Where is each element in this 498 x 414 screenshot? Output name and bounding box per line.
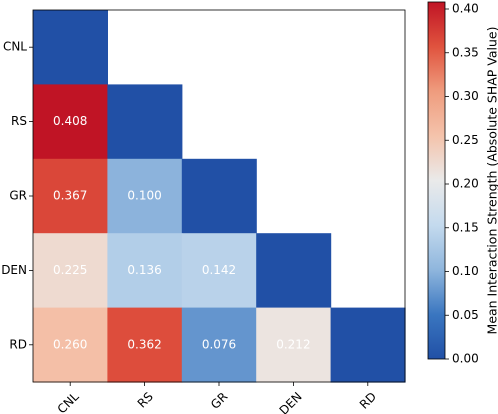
colorbar-tick-label: 0.15 bbox=[452, 220, 479, 234]
y-tick-label-gr: GR bbox=[9, 189, 27, 203]
heatmap-cell-rd-rs bbox=[107, 307, 183, 383]
cell-value-label: 0.212 bbox=[276, 337, 310, 351]
x-tick-label-den: DEN bbox=[277, 389, 305, 414]
heatmap-cells: 0.408 0.367 0.100 0.225 0.136 0.142 0.260 0.362… bbox=[33, 10, 406, 383]
colorbar-ticks: 0.00 0.05 0.10 0.15 0.20 0.25 0.30 0.35 0.40 bbox=[445, 2, 479, 366]
colorbar-tick-label: 0.20 bbox=[452, 177, 479, 191]
y-tick-label-rd: RD bbox=[9, 337, 27, 351]
heatmap-cell-rd-gr bbox=[181, 307, 257, 383]
heatmap-cell-den-den bbox=[256, 233, 332, 309]
heatmap-cell-gr-cnl bbox=[33, 158, 108, 234]
cell-value-label: 0.408 bbox=[53, 114, 87, 128]
heatmap-cell-gr-rs bbox=[107, 158, 183, 234]
y-tick-label-den: DEN bbox=[1, 263, 27, 277]
colorbar-tick-label: 0.05 bbox=[452, 308, 479, 322]
cell-value-label: 0.260 bbox=[53, 337, 87, 351]
y-axis: CNL RS GR DEN RD bbox=[1, 40, 33, 351]
cell-value-label: 0.100 bbox=[127, 189, 161, 203]
colorbar-tick-label: 0.30 bbox=[452, 89, 479, 103]
heatmap-cell-rs-rs bbox=[107, 84, 183, 160]
x-tick-label-rd: RD bbox=[357, 389, 379, 411]
heatmap-cell-den-cnl bbox=[33, 233, 108, 309]
heatmap-cell-cnl-cnl bbox=[33, 10, 108, 85]
cell-value-label: 0.367 bbox=[53, 189, 87, 203]
cell-value-label: 0.362 bbox=[127, 337, 161, 351]
x-tick-label-rs: RS bbox=[135, 389, 156, 410]
colorbar-label: Mean Interaction Strength (Absolute SHAP… bbox=[485, 27, 498, 335]
y-tick-label-cnl: CNL bbox=[3, 40, 27, 54]
heatmap-cell-rs-cnl bbox=[33, 84, 108, 160]
cell-value-label: 0.076 bbox=[202, 337, 236, 351]
colorbar-tick-label: 0.40 bbox=[452, 2, 479, 16]
colorbar-tick-label: 0.35 bbox=[452, 45, 479, 59]
x-tick-label-gr: GR bbox=[208, 389, 230, 411]
heatmap-cell-rd-rd bbox=[330, 307, 406, 383]
heatmap-cell-gr-gr bbox=[181, 158, 257, 234]
colorbar-gradient bbox=[427, 1, 446, 360]
heatmap-cell-rd-den bbox=[256, 307, 332, 383]
colorbar-tick-label: 0.25 bbox=[452, 133, 479, 147]
cell-value-label: 0.136 bbox=[127, 263, 161, 277]
x-tick-label-cnl: CNL bbox=[55, 389, 82, 414]
cell-value-label: 0.142 bbox=[202, 263, 236, 277]
cell-value-label: 0.225 bbox=[53, 263, 87, 277]
x-axis: CNL RS GR DEN RD bbox=[55, 382, 379, 414]
colorbar: 0.00 0.05 0.10 0.15 0.20 0.25 0.30 0.35 0.40 Mea… bbox=[427, 1, 498, 366]
heatmap-cell-den-gr bbox=[181, 233, 257, 309]
y-tick-label-rs: RS bbox=[11, 114, 27, 128]
colorbar-tick-label: 0.00 bbox=[452, 352, 479, 366]
colorbar-tick-label: 0.10 bbox=[452, 264, 479, 278]
heatmap-cell-rd-cnl bbox=[33, 307, 108, 383]
heatmap-cell-den-rs bbox=[107, 233, 183, 309]
